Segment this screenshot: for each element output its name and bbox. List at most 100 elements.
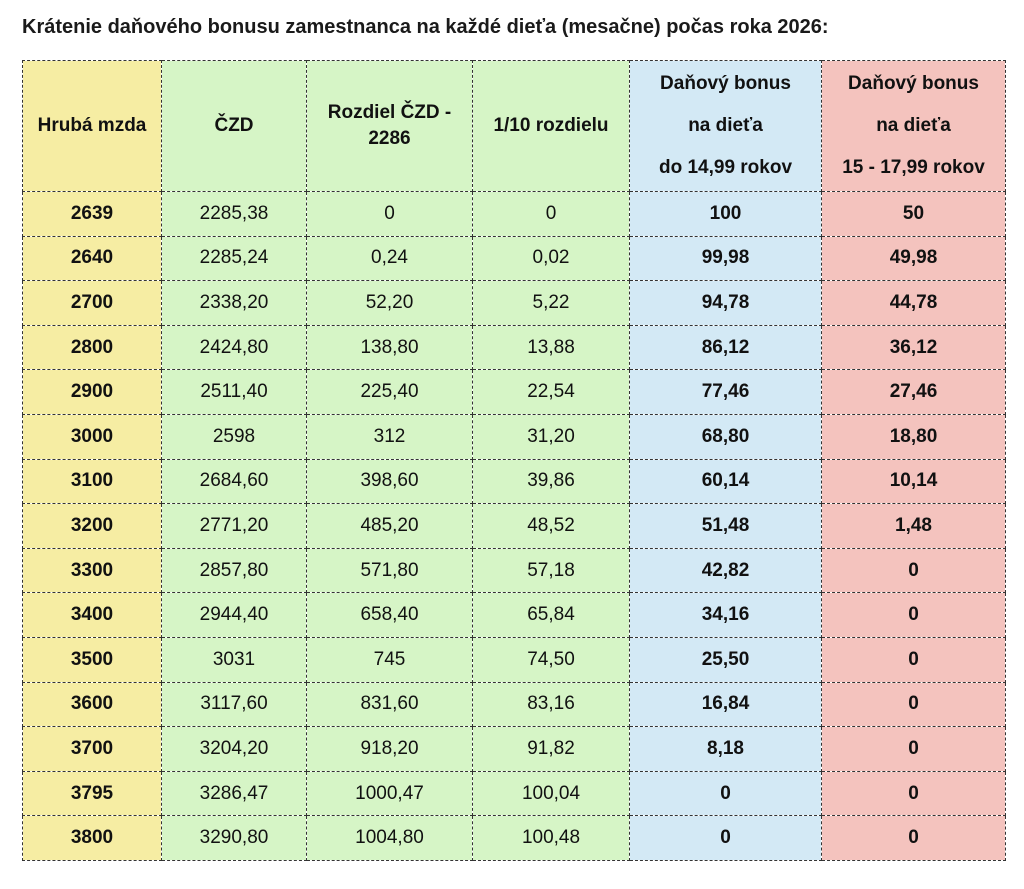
cell-bonus-15-to-18: 18,80 <box>821 413 1006 460</box>
cell-bonus-15-to-18: 0 <box>821 770 1006 817</box>
cell-gross-wage: 3100 <box>22 458 162 505</box>
cell-gross-wage: 2900 <box>22 369 162 415</box>
cell-tenth-of-difference: 91,82 <box>472 726 630 772</box>
header-bonus-under-15-line3: do 14,99 rokov <box>658 157 793 178</box>
cell-bonus-under-15: 0 <box>629 770 822 817</box>
cell-tenth-of-difference: 5,22 <box>472 280 630 326</box>
cell-difference: 225,40 <box>306 369 473 415</box>
cell-difference: 52,20 <box>306 280 473 326</box>
cell-czd: 2684,60 <box>161 458 307 505</box>
cell-tenth-of-difference: 31,20 <box>472 413 630 460</box>
cell-difference: 658,40 <box>306 592 473 638</box>
cell-bonus-under-15: 86,12 <box>629 324 822 371</box>
cell-bonus-under-15: 0 <box>629 815 822 861</box>
cell-czd: 2944,40 <box>161 592 307 638</box>
cell-difference: 312 <box>306 413 473 460</box>
table-row: 3500 3031 745 74,50 25,50 0 <box>22 636 1006 683</box>
table-row: 2900 2511,40 225,40 22,54 77,46 27,46 <box>22 369 1006 415</box>
cell-tenth-of-difference: 48,52 <box>472 503 630 549</box>
cell-czd: 3204,20 <box>161 726 307 772</box>
cell-bonus-15-to-18: 1,48 <box>821 503 1006 549</box>
cell-bonus-under-15: 34,16 <box>629 592 822 638</box>
cell-tenth-of-difference: 39,86 <box>472 458 630 505</box>
cell-tenth-of-difference: 100,04 <box>472 770 630 817</box>
cell-tenth-of-difference: 0 <box>472 191 630 237</box>
header-bonus-under-15-line2: na dieťa <box>688 115 763 136</box>
cell-gross-wage: 3300 <box>22 547 162 594</box>
cell-difference: 745 <box>306 636 473 683</box>
page-title: Krátenie daňového bonusu zamestnanca na … <box>22 16 829 38</box>
cell-czd: 3117,60 <box>161 681 307 728</box>
cell-czd: 2511,40 <box>161 369 307 415</box>
cell-tenth-of-difference: 0,02 <box>472 235 630 282</box>
cell-bonus-15-to-18: 0 <box>821 636 1006 683</box>
table-row: 3600 3117,60 831,60 83,16 16,84 0 <box>22 681 1006 728</box>
cell-difference: 831,60 <box>306 681 473 728</box>
table-row: 3800 3290,80 1004,80 100,48 0 0 <box>22 815 1006 861</box>
header-bonus-under-15-line1: Daňový bonus <box>660 73 791 94</box>
cell-bonus-under-15: 94,78 <box>629 280 822 326</box>
cell-gross-wage: 2800 <box>22 324 162 371</box>
cell-bonus-under-15: 60,14 <box>629 458 822 505</box>
header-bonus-15-to-18: Daňový bonus na dieťa 15 - 17,99 rokov <box>821 60 1006 192</box>
cell-gross-wage: 3795 <box>22 770 162 817</box>
cell-bonus-under-15: 51,48 <box>629 503 822 549</box>
cell-czd: 2285,38 <box>161 191 307 237</box>
table-row: 3300 2857,80 571,80 57,18 42,82 0 <box>22 547 1006 594</box>
cell-bonus-under-15: 42,82 <box>629 547 822 594</box>
cell-bonus-under-15: 99,98 <box>629 235 822 282</box>
cell-difference: 138,80 <box>306 324 473 371</box>
header-difference: Rozdiel ČZD - 2286 <box>306 60 473 192</box>
cell-gross-wage: 3600 <box>22 681 162 728</box>
cell-bonus-15-to-18: 49,98 <box>821 235 1006 282</box>
cell-bonus-under-15: 8,18 <box>629 726 822 772</box>
cell-bonus-15-to-18: 0 <box>821 547 1006 594</box>
cell-difference: 485,20 <box>306 503 473 549</box>
cell-czd: 2338,20 <box>161 280 307 326</box>
cell-tenth-of-difference: 65,84 <box>472 592 630 638</box>
header-gross-wage: Hrubá mzda <box>22 60 162 192</box>
cell-czd: 3286,47 <box>161 770 307 817</box>
cell-difference: 1000,47 <box>306 770 473 817</box>
cell-czd: 2598 <box>161 413 307 460</box>
cell-bonus-15-to-18: 0 <box>821 592 1006 638</box>
cell-bonus-under-15: 16,84 <box>629 681 822 728</box>
cell-difference: 0,24 <box>306 235 473 282</box>
header-tenth-of-difference: 1/10 rozdielu <box>472 60 630 192</box>
cell-bonus-15-to-18: 27,46 <box>821 369 1006 415</box>
cell-gross-wage: 3400 <box>22 592 162 638</box>
cell-gross-wage: 3800 <box>22 815 162 861</box>
header-bonus-under-15: Daňový bonus na dieťa do 14,99 rokov <box>629 60 822 192</box>
table-row: 2800 2424,80 138,80 13,88 86,12 36,12 <box>22 324 1006 371</box>
cell-czd: 2424,80 <box>161 324 307 371</box>
cell-czd: 3290,80 <box>161 815 307 861</box>
cell-difference: 571,80 <box>306 547 473 594</box>
table-row: 3200 2771,20 485,20 48,52 51,48 1,48 <box>22 503 1006 549</box>
table-row: 2640 2285,24 0,24 0,02 99,98 49,98 <box>22 235 1006 282</box>
cell-bonus-under-15: 25,50 <box>629 636 822 683</box>
cell-gross-wage: 3500 <box>22 636 162 683</box>
cell-difference: 1004,80 <box>306 815 473 861</box>
cell-bonus-under-15: 68,80 <box>629 413 822 460</box>
cell-bonus-15-to-18: 50 <box>821 191 1006 237</box>
table-row: 3000 2598 312 31,20 68,80 18,80 <box>22 413 1006 460</box>
table-row: 2639 2285,38 0 0 100 50 <box>22 191 1006 237</box>
cell-gross-wage: 2700 <box>22 280 162 326</box>
header-bonus-15-to-18-line2: na dieťa <box>876 115 951 136</box>
header-czd: ČZD <box>161 60 307 192</box>
cell-tenth-of-difference: 13,88 <box>472 324 630 371</box>
cell-bonus-15-to-18: 0 <box>821 726 1006 772</box>
cell-bonus-15-to-18: 0 <box>821 815 1006 861</box>
tax-bonus-table: Hrubá mzda ČZD Rozdiel ČZD - 2286 1/10 r… <box>22 60 1006 861</box>
table-row: 3700 3204,20 918,20 91,82 8,18 0 <box>22 726 1006 772</box>
cell-tenth-of-difference: 57,18 <box>472 547 630 594</box>
cell-bonus-15-to-18: 36,12 <box>821 324 1006 371</box>
cell-czd: 2285,24 <box>161 235 307 282</box>
table-body: 2639 2285,38 0 0 100 50 2640 2285,24 0,24 0,02 99,… <box>22 191 1006 861</box>
cell-tenth-of-difference: 74,50 <box>472 636 630 683</box>
table-row: 2700 2338,20 52,20 5,22 94,78 44,78 <box>22 280 1006 326</box>
cell-czd: 2857,80 <box>161 547 307 594</box>
cell-difference: 398,60 <box>306 458 473 505</box>
cell-tenth-of-difference: 83,16 <box>472 681 630 728</box>
table-row: 3100 2684,60 398,60 39,86 60,14 10,14 <box>22 458 1006 505</box>
